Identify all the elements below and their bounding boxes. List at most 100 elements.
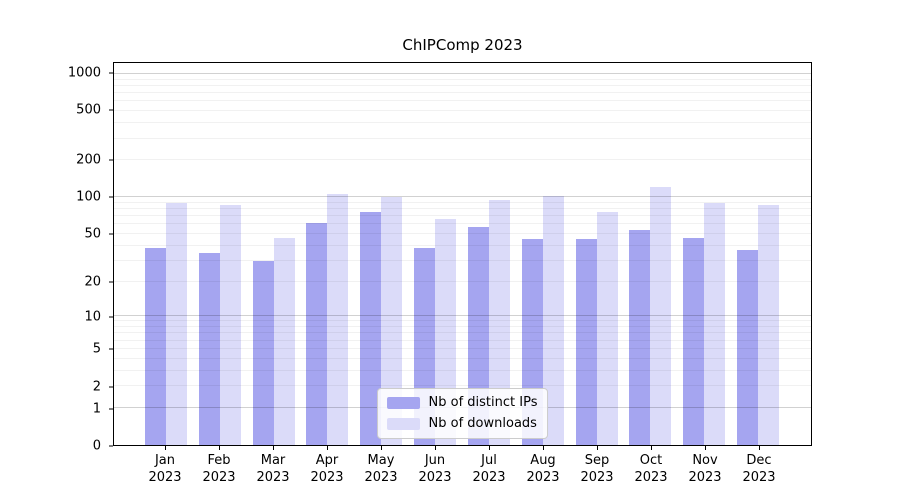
bar-nb-of-downloads-oct	[650, 186, 672, 445]
bar-nb-of-downloads-jul	[488, 199, 510, 445]
legend-row-distinct-ips: Nb of distinct IPs	[386, 395, 538, 410]
y-tick-label: 100	[76, 189, 101, 205]
y-tick-label: 50	[84, 226, 101, 242]
y-tick-mark	[109, 281, 113, 283]
bar-nb-of-downloads-apr	[327, 194, 349, 445]
legend-label-distinct-ips: Nb of distinct IPs	[428, 395, 538, 410]
bar-nb-of-downloads-dec	[758, 205, 780, 445]
y-tick-mark	[109, 408, 113, 410]
y-tick-label: 5	[92, 341, 101, 357]
x-tick-label: May 2023	[364, 453, 398, 485]
bar-nb-of-downloads-jan	[165, 203, 187, 445]
x-cell-jan: Jan 2023	[138, 446, 192, 496]
x-cell-may: May 2023	[354, 446, 408, 496]
y-tick-label: 10	[84, 309, 101, 325]
x-cell-dec: Dec 2023	[732, 446, 786, 496]
y-tick-mark	[109, 109, 113, 111]
bar-nb-of-downloads-mar	[273, 238, 295, 445]
x-tick-mark	[219, 446, 220, 450]
bar-group-oct	[623, 63, 677, 445]
y-axis: 0 1 2 5 10 20 50 100 200 500 1000	[0, 62, 113, 453]
bar-nb-of-distinct-ips-jan	[144, 248, 166, 445]
bar-group-dec	[731, 63, 785, 445]
x-tick-label: Dec 2023	[742, 453, 776, 485]
y-tick-mark	[109, 72, 113, 74]
bar-nb-of-distinct-ips-may	[360, 212, 382, 445]
x-tick-mark	[489, 446, 490, 450]
y-tick-mark	[109, 196, 113, 198]
y-tick-label: 200	[76, 152, 101, 168]
bar-nb-of-downloads-aug	[542, 195, 564, 445]
bar-group-jan	[139, 63, 193, 445]
y-tick-label: 1	[92, 401, 101, 417]
x-tick-label: Apr 2023	[310, 453, 344, 485]
bar-nb-of-distinct-ips-oct	[629, 229, 651, 445]
legend-swatch-downloads	[386, 417, 420, 430]
y-tick-mark	[109, 316, 113, 318]
x-cell-mar: Mar 2023	[246, 446, 300, 496]
bar-nb-of-downloads-may	[381, 197, 403, 445]
y-tick-mark	[109, 233, 113, 235]
x-tick-label: Aug 2023	[526, 453, 560, 485]
x-tick-mark	[327, 446, 328, 450]
bar-nb-of-distinct-ips-sep	[575, 239, 597, 445]
x-tick-label: Oct 2023	[634, 453, 668, 485]
x-cell-feb: Feb 2023	[192, 446, 246, 496]
x-tick-mark	[273, 446, 274, 450]
x-tick-mark	[381, 446, 382, 450]
legend: Nb of distinct IPs Nb of downloads	[376, 388, 549, 439]
x-tick-mark	[597, 446, 598, 450]
x-axis: Jan 2023 Feb 2023 Mar 2023 Apr 2023 May 2023 Jun 20…	[113, 446, 812, 496]
y-tick-label: 0	[92, 438, 101, 454]
x-tick-label: Nov 2023	[688, 453, 722, 485]
bars-container	[114, 63, 811, 445]
x-tick-mark	[165, 446, 166, 450]
y-tick-mark	[109, 159, 113, 161]
x-tick-mark	[543, 446, 544, 450]
bar-nb-of-downloads-feb	[219, 205, 241, 445]
bar-group-sep	[570, 63, 624, 445]
bar-nb-of-distinct-ips-mar	[252, 260, 274, 445]
bar-nb-of-downloads-nov	[704, 202, 726, 445]
y-tick-mark	[109, 445, 113, 447]
x-cell-oct: Oct 2023	[624, 446, 678, 496]
bar-group-nov	[677, 63, 731, 445]
x-cell-aug: Aug 2023	[516, 446, 570, 496]
x-tick-mark	[651, 446, 652, 450]
y-tick-label: 2	[92, 379, 101, 395]
y-tick-label: 500	[76, 102, 101, 118]
x-cell-nov: Nov 2023	[678, 446, 732, 496]
bar-group-mar	[247, 63, 301, 445]
bar-nb-of-distinct-ips-apr	[306, 223, 328, 445]
x-cell-jul: Jul 2023	[462, 446, 516, 496]
bar-nb-of-downloads-sep	[596, 211, 618, 445]
x-tick-label: Jul 2023	[472, 453, 506, 485]
x-tick-label: Sep 2023	[580, 453, 614, 485]
chart-title: ChIPComp 2023	[402, 36, 523, 54]
bar-nb-of-distinct-ips-dec	[737, 249, 759, 445]
bar-group-feb	[193, 63, 247, 445]
bar-group-apr	[300, 63, 354, 445]
x-tick-label: Mar 2023	[256, 453, 290, 485]
x-tick-mark	[759, 446, 760, 450]
bar-nb-of-distinct-ips-feb	[198, 252, 220, 445]
x-tick-label: Jun 2023	[418, 453, 452, 485]
x-tick-mark	[435, 446, 436, 450]
y-tick-label: 20	[84, 274, 101, 290]
bar-nb-of-distinct-ips-nov	[683, 238, 705, 445]
x-cell-apr: Apr 2023	[300, 446, 354, 496]
bar-group-may	[354, 63, 408, 445]
x-tick-mark	[705, 446, 706, 450]
x-tick-label: Jan 2023	[148, 453, 182, 485]
y-tick-mark	[109, 348, 113, 350]
legend-swatch-distinct-ips	[386, 396, 420, 409]
legend-row-downloads: Nb of downloads	[386, 416, 538, 431]
plot-area: Nb of distinct IPs Nb of downloads	[113, 62, 812, 446]
x-cell-jun: Jun 2023	[408, 446, 462, 496]
y-tick-label: 1000	[67, 65, 101, 81]
x-tick-label: Feb 2023	[202, 453, 236, 485]
legend-label-downloads: Nb of downloads	[428, 416, 537, 431]
y-tick-mark	[109, 386, 113, 388]
x-cell-sep: Sep 2023	[570, 446, 624, 496]
